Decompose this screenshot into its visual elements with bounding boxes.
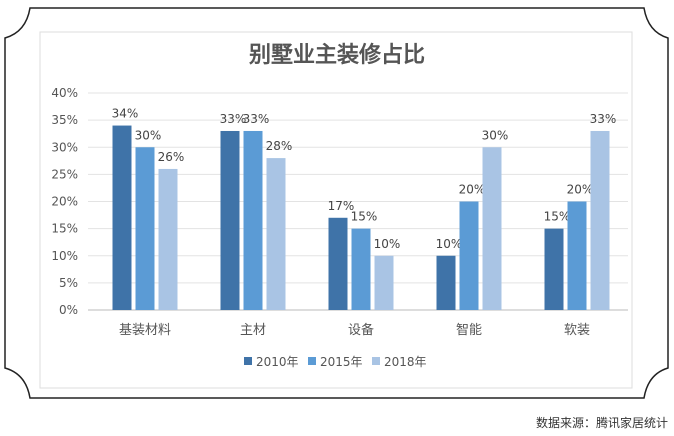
y-tick-label: 35% xyxy=(51,113,78,127)
bar xyxy=(482,147,502,310)
data-label: 28% xyxy=(266,139,293,153)
frame-border xyxy=(4,7,669,399)
bar xyxy=(567,201,587,310)
data-label: 34% xyxy=(112,107,139,121)
y-tick-label: 40% xyxy=(51,86,78,100)
x-tick-label: 设备 xyxy=(348,322,374,338)
data-label: 15% xyxy=(351,210,378,224)
x-tick-label: 软装 xyxy=(564,323,590,338)
x-tick-label: 基装材料 xyxy=(119,323,171,338)
y-tick-label: 10% xyxy=(51,249,78,263)
legend-swatch xyxy=(372,357,380,365)
y-tick-label: 25% xyxy=(51,167,78,181)
data-label: 10% xyxy=(374,237,401,251)
y-tick-label: 15% xyxy=(51,222,78,236)
bar xyxy=(328,217,348,310)
data-label: 20% xyxy=(567,183,594,197)
bar xyxy=(112,125,132,310)
x-tick-label: 主材 xyxy=(240,323,266,338)
bar xyxy=(266,158,286,310)
data-label: 20% xyxy=(459,183,486,197)
y-tick-label: 0% xyxy=(59,303,78,317)
bar xyxy=(220,130,240,310)
bar xyxy=(243,130,263,310)
legend-label: 2010年 xyxy=(256,355,299,369)
data-label: 17% xyxy=(328,199,355,213)
y-tick-label: 5% xyxy=(59,276,78,290)
y-tick-label: 20% xyxy=(51,195,78,209)
data-label: 33% xyxy=(220,112,247,126)
bar xyxy=(374,255,394,310)
data-label: 15% xyxy=(544,210,571,224)
bar xyxy=(135,147,155,310)
x-tick-label: 智能 xyxy=(456,323,482,338)
bar xyxy=(459,201,479,310)
legend-swatch xyxy=(244,357,252,365)
data-label: 10% xyxy=(436,237,463,251)
bar xyxy=(544,228,564,310)
legend-label: 2015年 xyxy=(320,355,363,369)
y-tick-label: 30% xyxy=(51,140,78,154)
data-label: 33% xyxy=(590,112,617,126)
bar xyxy=(351,228,371,310)
data-label: 30% xyxy=(482,128,509,142)
data-label: 26% xyxy=(158,150,185,164)
data-label: 33% xyxy=(243,112,270,126)
data-label: 30% xyxy=(135,128,162,142)
legend-swatch xyxy=(308,357,316,365)
legend-label: 2018年 xyxy=(384,355,427,369)
source-note: 数据来源：腾讯家居统计 xyxy=(536,415,668,430)
bar xyxy=(158,168,178,310)
bar xyxy=(436,255,456,310)
chart-title: 别墅业主装修占比 xyxy=(248,42,425,68)
bar xyxy=(590,130,610,310)
